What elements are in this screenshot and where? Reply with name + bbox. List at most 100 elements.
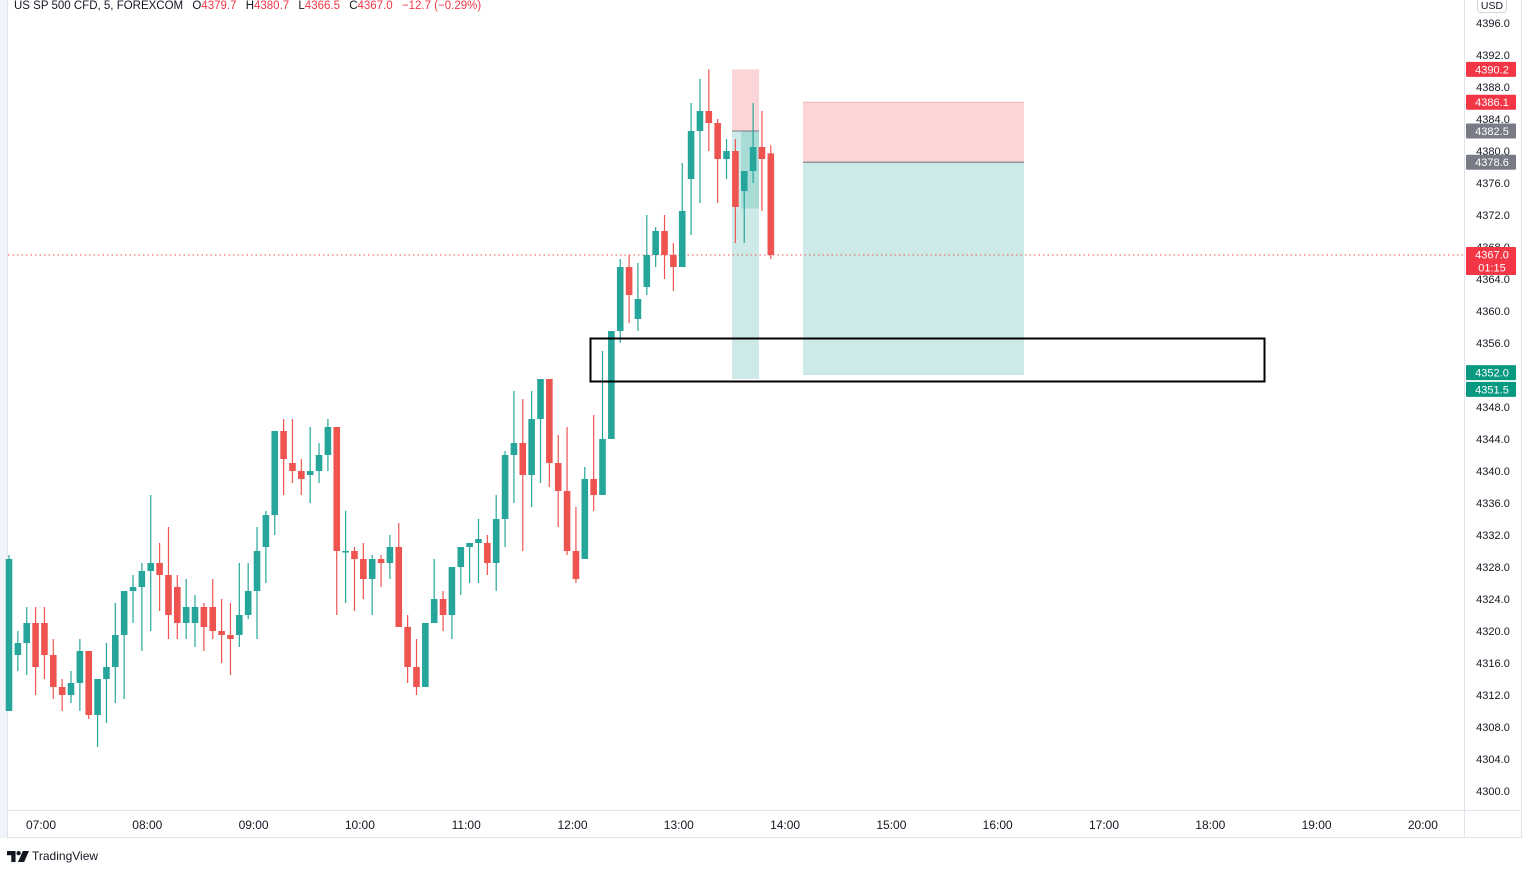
support-zone-rectangle[interactable] bbox=[589, 337, 1266, 383]
candle-body bbox=[767, 153, 775, 255]
last-price-badge[interactable] bbox=[1466, 247, 1516, 275]
candle-body bbox=[475, 539, 482, 543]
candle-body bbox=[537, 379, 544, 419]
candle-body bbox=[678, 211, 686, 267]
candle-body bbox=[165, 575, 172, 615]
candle-body bbox=[41, 623, 48, 655]
candle-body bbox=[67, 683, 75, 695]
candle-body bbox=[652, 231, 659, 255]
candle-body bbox=[466, 543, 473, 547]
price-badge-text: 4378.6 bbox=[1475, 157, 1509, 169]
price-tick-label: 4320.0 bbox=[1476, 626, 1510, 638]
price-tick-label: 4312.0 bbox=[1476, 690, 1510, 702]
candle-body bbox=[32, 623, 39, 667]
candle-body bbox=[457, 547, 465, 567]
candle-body bbox=[23, 623, 31, 643]
short-position-2-target-zone[interactable] bbox=[803, 162, 1024, 375]
symbol-title[interactable]: US SP 500 CFD, 5, FOREXCOM bbox=[14, 0, 184, 12]
short-position-1-stop-zone[interactable] bbox=[732, 69, 759, 131]
tradingview-logo[interactable]: TradingView bbox=[7, 849, 98, 863]
price-tick-label: 4348.0 bbox=[1476, 402, 1510, 414]
price-tick-label: 4340.0 bbox=[1476, 466, 1510, 478]
price-tick-label: 4388.0 bbox=[1476, 82, 1510, 94]
candle-body bbox=[563, 491, 571, 551]
candle-body bbox=[5, 559, 13, 711]
brand-name: TradingView bbox=[32, 849, 99, 863]
left-margin bbox=[0, 0, 7, 838]
candle-body bbox=[395, 547, 403, 627]
candle-body bbox=[315, 455, 323, 471]
candle-body bbox=[643, 255, 651, 287]
candle-body bbox=[510, 443, 518, 455]
candle-body bbox=[705, 111, 713, 123]
time-tick-label: 16:00 bbox=[983, 818, 1013, 832]
candle-body bbox=[306, 471, 314, 475]
candle-body bbox=[386, 547, 394, 563]
price-badge-text: 4352.0 bbox=[1475, 368, 1509, 380]
candle-body bbox=[147, 563, 155, 571]
time-axis[interactable]: 07:00 08:00 09:00 10:00 11:00 12:00 13:00 14:00… bbox=[26, 818, 1438, 832]
candle-body bbox=[519, 443, 527, 475]
candle-body bbox=[14, 643, 22, 655]
low-value: 4366.5 bbox=[304, 0, 340, 12]
candle-body bbox=[253, 551, 261, 591]
candle-body bbox=[740, 171, 748, 191]
candle-body bbox=[58, 687, 66, 695]
candle-body bbox=[554, 463, 562, 491]
candle-body bbox=[120, 591, 128, 635]
price-tick-label: 4300.0 bbox=[1476, 786, 1510, 798]
candle-body bbox=[484, 543, 491, 563]
price-badge-text: 4390.2 bbox=[1475, 64, 1509, 76]
open-label: O bbox=[192, 0, 202, 12]
candle-body bbox=[546, 379, 553, 463]
currency-button[interactable]: USD bbox=[1477, 0, 1507, 13]
candle-body bbox=[714, 123, 721, 159]
open-value: 4379.7 bbox=[201, 0, 237, 12]
candle-body bbox=[324, 427, 332, 455]
price-axis[interactable]: 4396.04392.04388.04384.04380.04376.04372… bbox=[1466, 18, 1516, 798]
price-tick-label: 4376.0 bbox=[1476, 178, 1510, 190]
price-tick-label: 4396.0 bbox=[1476, 18, 1510, 30]
candle-body bbox=[138, 571, 146, 587]
drawing-layer-back bbox=[8, 69, 1464, 379]
price-badge[interactable] bbox=[1466, 381, 1516, 397]
price-tick-label: 4304.0 bbox=[1476, 754, 1510, 766]
candle-body bbox=[103, 667, 110, 679]
short-position-2-stop-zone[interactable] bbox=[803, 102, 1024, 163]
price-tick-label: 4372.0 bbox=[1476, 210, 1510, 222]
candle-body bbox=[333, 427, 341, 551]
price-tick-label: 4328.0 bbox=[1476, 562, 1510, 574]
candle-body bbox=[129, 587, 137, 591]
price-badge[interactable] bbox=[1466, 94, 1516, 110]
candle-body bbox=[112, 635, 119, 667]
candle-body bbox=[430, 599, 438, 623]
time-tick-label: 12:00 bbox=[557, 818, 587, 832]
candle-body bbox=[289, 463, 296, 471]
price-badge[interactable] bbox=[1466, 154, 1516, 170]
time-tick-label: 19:00 bbox=[1302, 818, 1332, 832]
time-tick-label: 15:00 bbox=[876, 818, 906, 832]
time-tick-label: 11:00 bbox=[452, 818, 481, 832]
candle-body bbox=[85, 651, 93, 715]
candle-body bbox=[280, 431, 287, 459]
price-tick-label: 4384.0 bbox=[1476, 114, 1510, 126]
price-tick-label: 4308.0 bbox=[1476, 722, 1510, 734]
candle-body bbox=[49, 655, 57, 687]
price-badge[interactable] bbox=[1466, 123, 1516, 139]
candle-body bbox=[749, 147, 757, 171]
price-badge[interactable] bbox=[1466, 365, 1516, 381]
candle-body bbox=[581, 479, 589, 559]
candle-body bbox=[616, 267, 624, 331]
price-badge[interactable] bbox=[1466, 61, 1516, 77]
time-tick-label: 17:00 bbox=[1089, 818, 1119, 832]
time-tick-label: 09:00 bbox=[239, 818, 269, 832]
candle-body bbox=[262, 515, 270, 547]
candle-body bbox=[572, 551, 580, 579]
candle-body bbox=[634, 299, 642, 319]
candle-body bbox=[439, 599, 447, 615]
price-tick-label: 4316.0 bbox=[1476, 658, 1510, 670]
price-tick-label: 4324.0 bbox=[1476, 594, 1510, 606]
symbol-legend[interactable]: US SP 500 CFD, 5, FOREXCOM O4379.7 H4380… bbox=[14, 0, 481, 14]
candle-body bbox=[492, 519, 500, 563]
